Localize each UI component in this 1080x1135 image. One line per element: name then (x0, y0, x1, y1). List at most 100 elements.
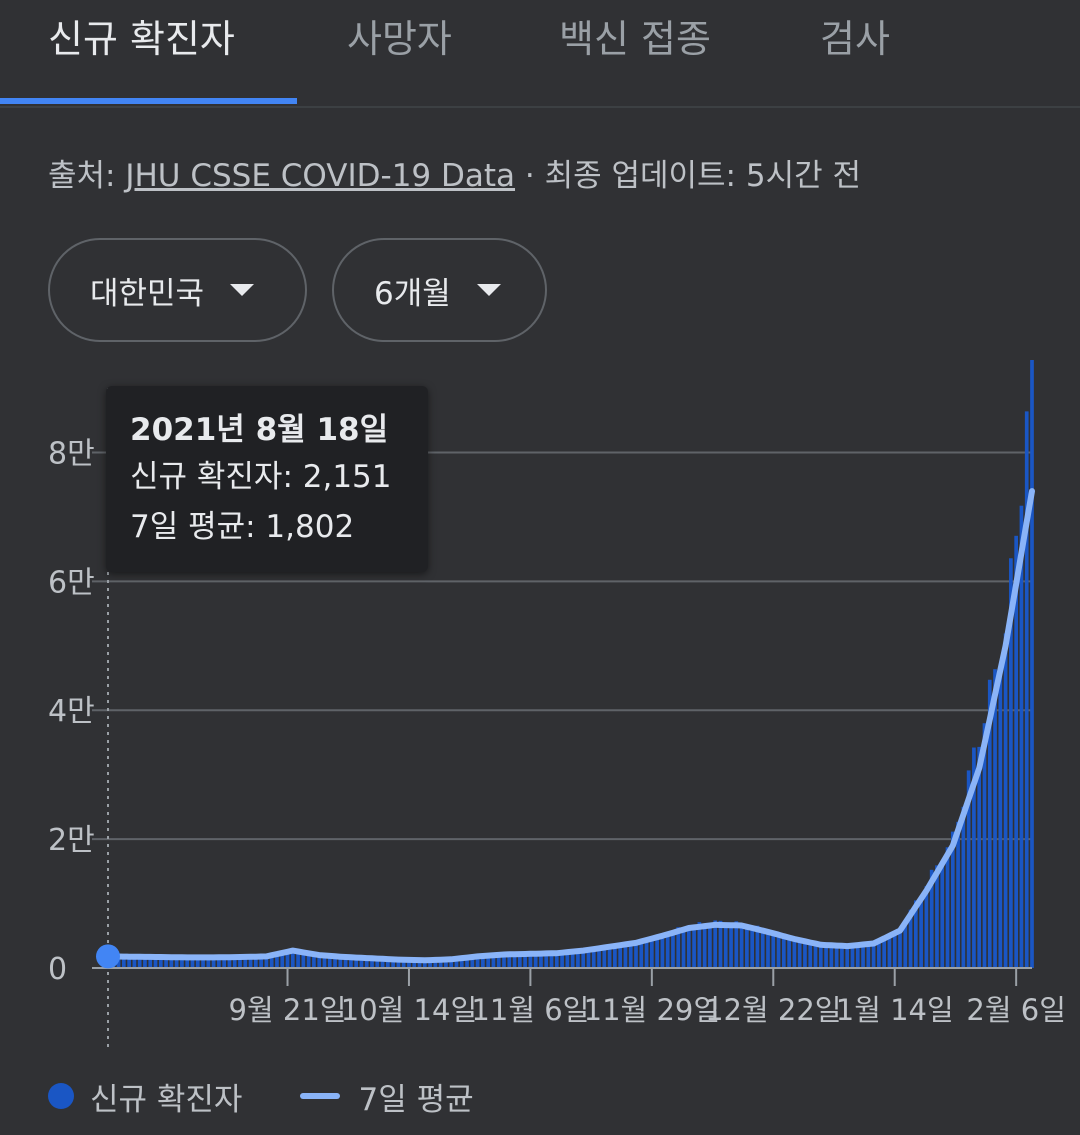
period-label: 6개월 (374, 275, 451, 312)
bar (898, 931, 902, 968)
bar (544, 953, 549, 968)
bar (280, 953, 285, 968)
legend-bar-swatch (48, 1083, 74, 1109)
bar (702, 924, 707, 968)
country-dropdown[interactable]: 대한민국 (48, 238, 307, 342)
bar (866, 943, 871, 968)
bar (887, 934, 892, 968)
x-tick-label: 2월 6일 (966, 993, 1065, 1027)
bar (935, 865, 939, 968)
bar (961, 806, 966, 968)
bar (158, 956, 163, 968)
bar (956, 821, 960, 968)
chart-bars (106, 360, 1034, 968)
bar (127, 954, 131, 968)
bar (180, 956, 184, 968)
bar (554, 953, 559, 968)
bar (940, 863, 945, 968)
bar (776, 932, 781, 968)
bar (417, 960, 422, 968)
bar (217, 957, 221, 968)
bar (565, 952, 570, 968)
bar (533, 954, 538, 968)
bar (285, 950, 290, 968)
source-prefix: 출처: (48, 158, 116, 194)
bar (755, 925, 760, 968)
bar (137, 955, 142, 968)
bar (211, 956, 216, 968)
bar (512, 954, 517, 968)
bar (771, 931, 776, 968)
bar (486, 955, 491, 968)
bar (972, 747, 976, 968)
source-link[interactable]: JHU CSSE COVID-19 Data (125, 158, 516, 194)
tab-deaths[interactable]: 사망자 (347, 17, 452, 61)
bar (422, 959, 427, 968)
chart-legend: 신규 확진자 7일 평균 (48, 1072, 474, 1120)
bar (275, 954, 279, 968)
bar (143, 955, 147, 968)
bar (227, 956, 232, 968)
bar (385, 957, 390, 968)
bar (206, 956, 211, 968)
bar (290, 950, 295, 968)
x-tick-label: 11월 6일 (471, 993, 589, 1027)
bar (623, 943, 628, 968)
x-tick-label: 12월 22일 (705, 993, 841, 1027)
bar (570, 952, 575, 968)
period-dropdown[interactable]: 6개월 (332, 238, 547, 342)
bar (903, 923, 908, 968)
bar (502, 953, 506, 968)
bar (697, 922, 702, 968)
bar (444, 959, 448, 968)
bar (370, 957, 374, 968)
bar (375, 958, 380, 968)
bar (322, 953, 327, 968)
bar (412, 960, 417, 968)
bar (892, 931, 897, 968)
bar (581, 949, 586, 968)
bar (729, 924, 733, 968)
tab-tests[interactable]: 검사 (820, 17, 890, 61)
bar (787, 937, 791, 968)
bar (634, 941, 638, 968)
bar (195, 957, 200, 968)
legend-bar-label: 신규 확진자 (90, 1081, 243, 1118)
bar (681, 927, 686, 968)
bar (317, 953, 322, 968)
bar (296, 952, 300, 968)
bar (781, 936, 786, 968)
bar (407, 959, 411, 968)
bar (649, 938, 654, 968)
bar (824, 946, 828, 968)
bar (850, 943, 855, 968)
bar (312, 952, 316, 968)
bar (359, 956, 364, 968)
tab-vaccination[interactable]: 백신 접종 (559, 17, 711, 61)
bar (766, 932, 770, 968)
bar (919, 897, 923, 968)
bar (1014, 535, 1019, 968)
bar (576, 950, 580, 968)
bar (401, 958, 406, 968)
bar (845, 946, 850, 968)
tab-new-cases[interactable]: 신규 확진자 (48, 17, 235, 61)
bar (259, 956, 263, 968)
bar (528, 954, 533, 968)
tab-bar: 신규 확진자 사망자 백신 접종 검사 (0, 0, 1080, 108)
bar (391, 959, 395, 968)
bar (797, 939, 802, 968)
y-tick-label: 6만 (48, 565, 95, 600)
bar (222, 957, 227, 968)
bar (438, 959, 443, 968)
bar (929, 869, 934, 968)
bar (987, 679, 992, 968)
bar (834, 944, 839, 968)
y-tick-label: 0 (48, 952, 67, 987)
bar (1003, 633, 1008, 968)
chevron-down-icon (230, 284, 255, 296)
bar (855, 943, 860, 968)
bar (232, 957, 237, 968)
